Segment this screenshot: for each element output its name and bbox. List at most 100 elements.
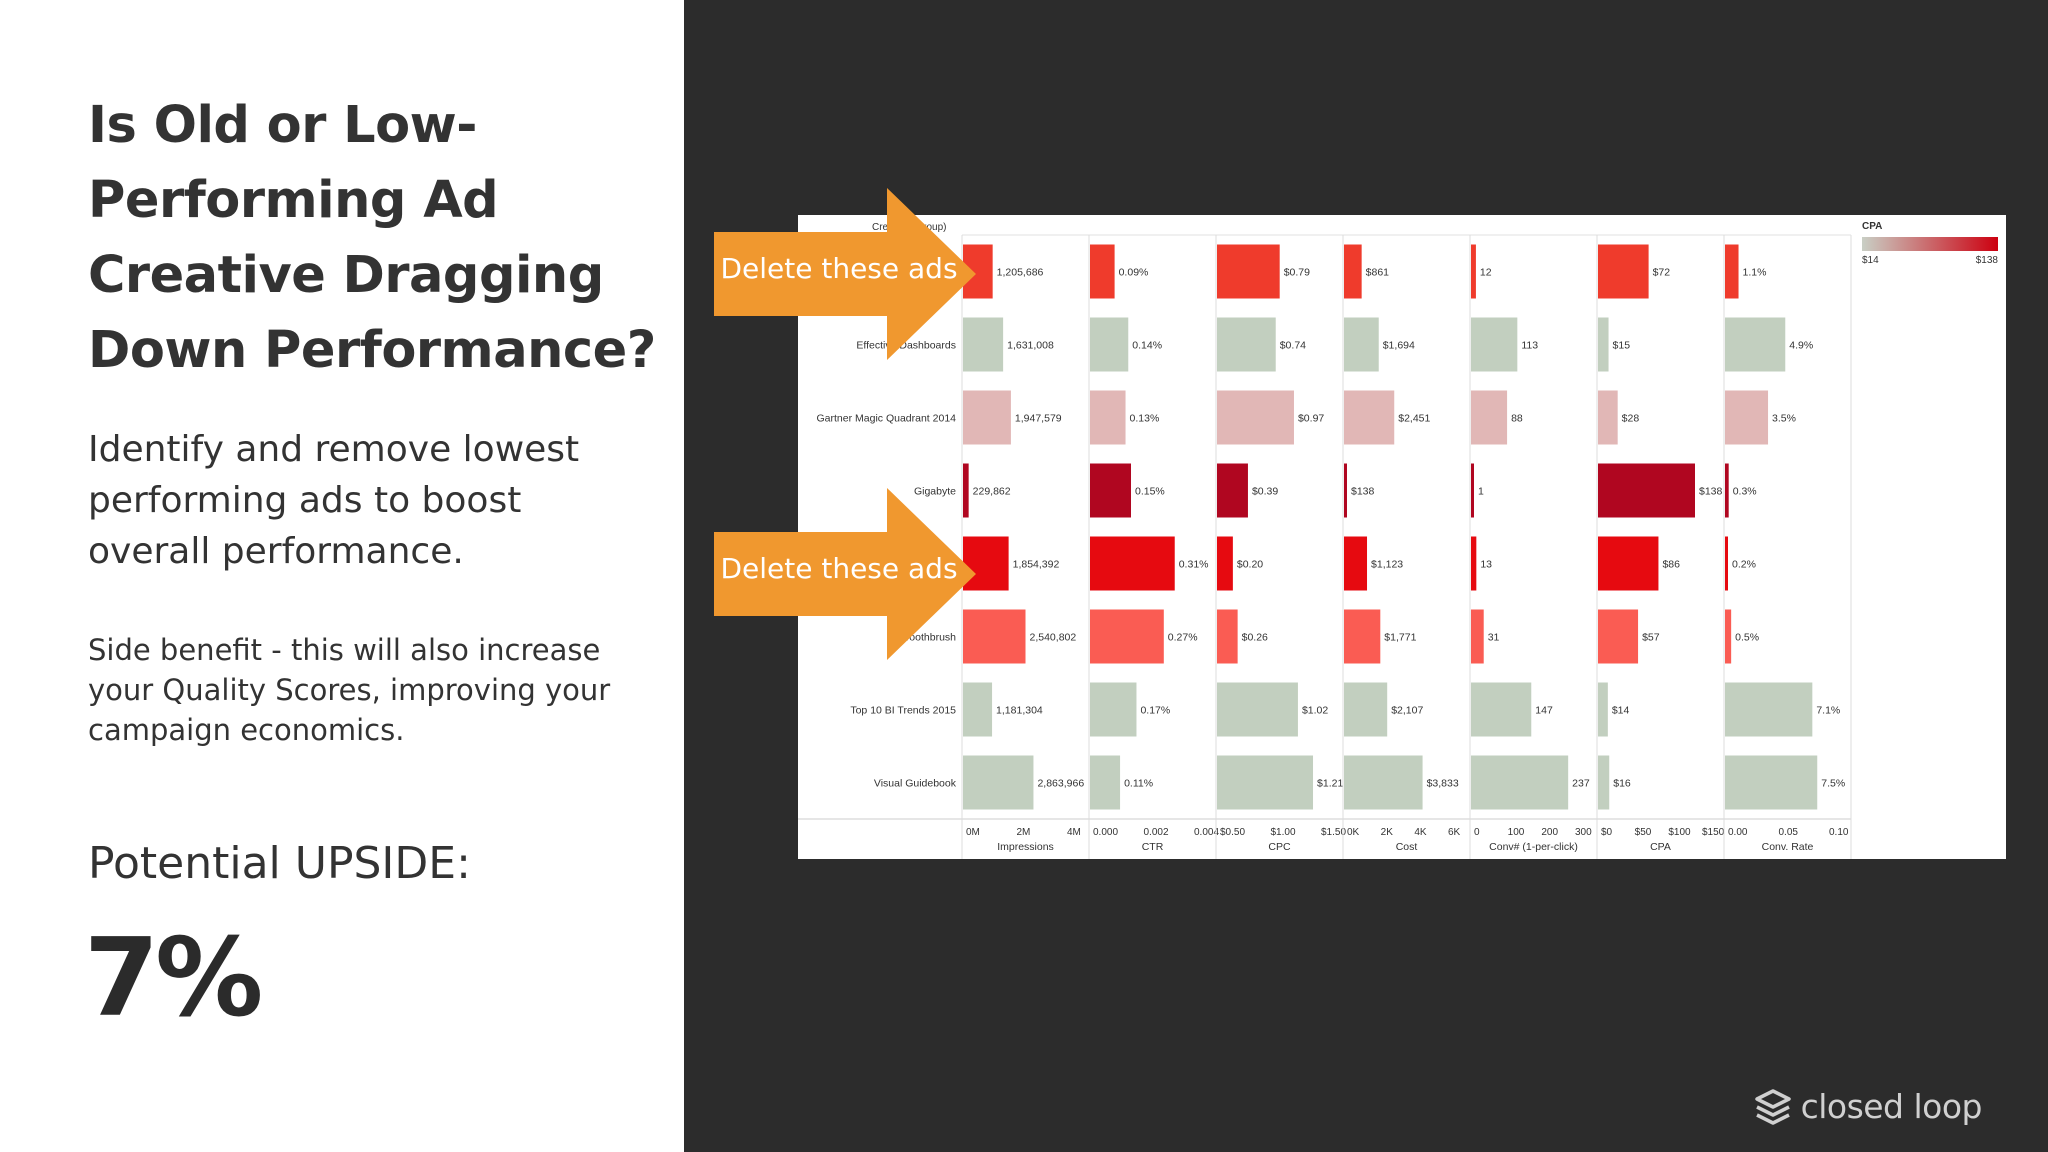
bar-cpc bbox=[1217, 317, 1276, 372]
data-label: $0.74 bbox=[1280, 340, 1306, 352]
bar-impressions bbox=[963, 609, 1026, 664]
bar-cost bbox=[1344, 682, 1388, 737]
data-label: $1.02 bbox=[1302, 705, 1328, 717]
tick-label: 0 bbox=[1474, 827, 1480, 838]
bar-impressions bbox=[963, 536, 1009, 591]
tick-label: 6K bbox=[1448, 827, 1461, 838]
bar-conv-rate bbox=[1725, 682, 1813, 737]
slide-subtitle: Identify and remove lowest performing ad… bbox=[88, 429, 580, 572]
bar-conv-1-per-click- bbox=[1471, 317, 1518, 372]
data-label: $1.21 bbox=[1317, 778, 1343, 790]
data-label: 88 bbox=[1511, 413, 1523, 425]
data-label: 12 bbox=[1480, 267, 1492, 279]
data-label: 0.5% bbox=[1735, 632, 1759, 644]
tick-label: 0K bbox=[1347, 827, 1360, 838]
side-benefit-note: Side benefit - this will also increase y… bbox=[88, 633, 611, 747]
tick-label: $0 bbox=[1601, 827, 1613, 838]
bar-conv-1-per-click- bbox=[1471, 609, 1484, 664]
data-label: $861 bbox=[1366, 267, 1390, 279]
bar-ctr bbox=[1090, 536, 1175, 591]
bar-cost bbox=[1344, 536, 1368, 591]
tick-label: $1.00 bbox=[1271, 827, 1296, 838]
data-label: 0.15% bbox=[1135, 486, 1165, 498]
data-label: 4.9% bbox=[1789, 340, 1813, 352]
tick-label: 200 bbox=[1541, 827, 1558, 838]
legend-max: $138 bbox=[1976, 255, 1999, 266]
bar-cost bbox=[1344, 317, 1379, 372]
bar-ctr bbox=[1090, 244, 1115, 299]
bar-cpa bbox=[1598, 755, 1610, 810]
data-label: 0.31% bbox=[1179, 559, 1209, 571]
legend-min: $14 bbox=[1862, 255, 1879, 266]
data-label: 229,862 bbox=[973, 486, 1011, 498]
data-label: $1,123 bbox=[1371, 559, 1403, 571]
data-label: 1,854,392 bbox=[1013, 559, 1060, 571]
bar-impressions bbox=[963, 682, 993, 737]
data-label: 7.5% bbox=[1821, 778, 1845, 790]
bar-cpc bbox=[1217, 463, 1248, 518]
data-label: $0.26 bbox=[1242, 632, 1268, 644]
data-label: 7.1% bbox=[1816, 705, 1840, 717]
bar-cost bbox=[1344, 463, 1347, 518]
bar-conv-1-per-click- bbox=[1471, 755, 1569, 810]
data-label: 0.11% bbox=[1124, 778, 1153, 790]
bar-impressions bbox=[963, 390, 1011, 445]
upside-value: 7% bbox=[84, 916, 263, 1041]
tick-label: 0.10 bbox=[1829, 827, 1849, 838]
data-label: 1.1% bbox=[1743, 267, 1767, 279]
bar-cpa bbox=[1598, 536, 1659, 591]
data-label: $28 bbox=[1622, 413, 1640, 425]
data-label: $0.20 bbox=[1237, 559, 1263, 571]
data-label: 1 bbox=[1478, 486, 1484, 498]
arrow-right-icon bbox=[714, 188, 976, 360]
data-label: $138 bbox=[1351, 486, 1375, 498]
row-label: Gigabyte bbox=[914, 486, 956, 498]
bar-impressions bbox=[963, 463, 969, 518]
bar-cost bbox=[1344, 755, 1423, 810]
data-label: $15 bbox=[1613, 340, 1631, 352]
data-label: $86 bbox=[1662, 559, 1680, 571]
data-label: 2,540,802 bbox=[1030, 632, 1077, 644]
closed-loop-logo-icon bbox=[1754, 1088, 1791, 1125]
bar-cost bbox=[1344, 244, 1362, 299]
bar-conv-rate bbox=[1725, 755, 1818, 810]
tick-label: 0.00 bbox=[1728, 827, 1748, 838]
bar-ctr bbox=[1090, 317, 1129, 372]
bar-ctr bbox=[1090, 682, 1137, 737]
bar-ctr bbox=[1090, 609, 1164, 664]
legend-gradient bbox=[1862, 237, 1998, 251]
data-label: 1,205,686 bbox=[997, 267, 1044, 279]
callout-label: Delete these ads bbox=[720, 252, 958, 285]
axis-label: Conv. Rate bbox=[1762, 841, 1814, 853]
tick-label: $50 bbox=[1635, 827, 1652, 838]
row-label: Effective Dashboards bbox=[856, 340, 956, 352]
bar-cpa bbox=[1598, 609, 1639, 664]
bar-conv-1-per-click- bbox=[1471, 390, 1508, 445]
data-label: $138 bbox=[1699, 486, 1723, 498]
bar-cpa bbox=[1598, 244, 1649, 299]
bar-conv-rate bbox=[1725, 244, 1739, 299]
bar-cost bbox=[1344, 390, 1395, 445]
tick-label: 2M bbox=[1017, 827, 1031, 838]
tick-label: 0.004 bbox=[1194, 827, 1219, 838]
bar-conv-rate bbox=[1725, 536, 1728, 591]
data-label: $0.79 bbox=[1284, 267, 1310, 279]
tick-label: $100 bbox=[1668, 827, 1691, 838]
data-label: 0.09% bbox=[1119, 267, 1149, 279]
delete-ads-callout-top: Delete these ads bbox=[714, 188, 976, 360]
axis-label: Cost bbox=[1396, 841, 1418, 853]
company-logo: closed loop bbox=[1753, 1087, 1983, 1126]
upside-label: Potential UPSIDE: bbox=[88, 838, 471, 889]
bar-ctr bbox=[1090, 755, 1121, 810]
axis-label: CPC bbox=[1268, 841, 1291, 853]
legend-title: CPA bbox=[1862, 221, 1882, 232]
tick-label: 300 bbox=[1575, 827, 1592, 838]
data-label: $16 bbox=[1613, 778, 1631, 790]
data-label: $14 bbox=[1612, 705, 1630, 717]
bar-cpc bbox=[1217, 682, 1298, 737]
tick-label: 4M bbox=[1067, 827, 1081, 838]
data-label: 13 bbox=[1480, 559, 1492, 571]
data-label: 0.2% bbox=[1732, 559, 1756, 571]
bar-conv-rate bbox=[1725, 317, 1786, 372]
bar-conv-rate bbox=[1725, 390, 1769, 445]
